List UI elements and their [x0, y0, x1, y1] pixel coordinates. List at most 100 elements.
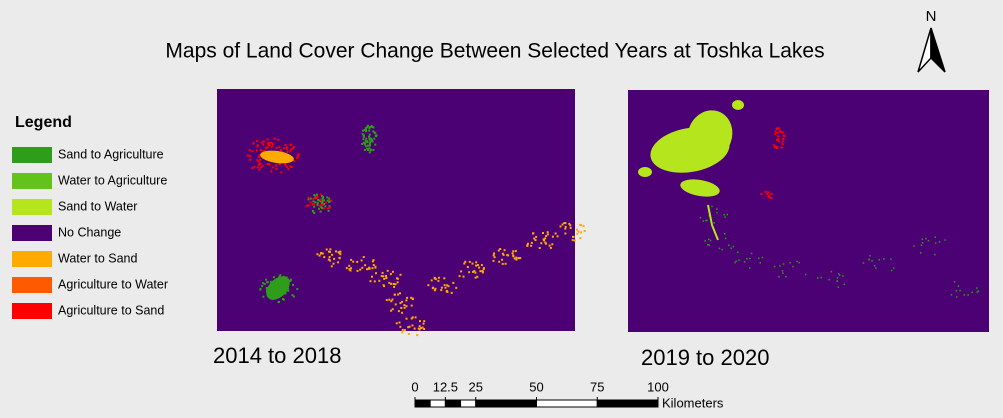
pixel: [368, 266, 371, 269]
pixel: [289, 165, 292, 168]
pixel: [480, 264, 483, 267]
pixel: [405, 305, 408, 308]
scale-label: 75: [590, 379, 604, 394]
pixel: [573, 239, 576, 242]
pixel: [776, 127, 779, 130]
pixel: [313, 194, 316, 197]
pixel: [411, 316, 414, 319]
pixel: [699, 216, 702, 219]
pixel: [781, 270, 784, 272]
pixel: [356, 269, 359, 272]
pixel: [318, 204, 321, 207]
pixel: [328, 206, 331, 209]
pixel: [374, 265, 377, 268]
pixel: [732, 245, 735, 248]
pixel: [318, 207, 320, 210]
legend-swatch: [12, 147, 52, 163]
pixel: [360, 259, 363, 262]
pixel: [359, 268, 362, 271]
pixel: [419, 320, 421, 323]
pixel: [798, 261, 800, 264]
pixel: [397, 310, 400, 313]
pixel: [718, 247, 721, 250]
pixel: [361, 143, 364, 145]
pixel: [367, 144, 369, 147]
pixel: [474, 271, 477, 274]
pixel: [322, 197, 324, 200]
pixel: [266, 281, 269, 284]
pixel: [414, 316, 417, 319]
legend-label: Agriculture to Water: [58, 277, 168, 291]
pixel: [711, 205, 713, 208]
pixel: [370, 140, 373, 143]
pixel: [471, 262, 474, 265]
pixel: [450, 291, 453, 294]
pixel: [779, 265, 781, 267]
pixel: [403, 329, 406, 332]
pixel: [576, 232, 579, 235]
pixel: [276, 295, 279, 298]
pixel: [760, 193, 763, 195]
pixel: [285, 148, 288, 151]
pixel: [327, 207, 330, 210]
pixel: [737, 251, 739, 254]
pixel: [410, 296, 413, 299]
pixel: [413, 327, 416, 330]
pixel: [749, 267, 751, 269]
pixel: [475, 264, 477, 267]
pixel: [430, 279, 433, 282]
pixel: [283, 147, 285, 150]
pixel: [369, 148, 372, 151]
pixel: [543, 239, 545, 242]
pixel: [279, 280, 282, 283]
pixel: [545, 235, 548, 237]
pixel: [305, 204, 308, 207]
pixel: [828, 279, 830, 281]
pixel: [291, 294, 294, 297]
pixel: [350, 267, 353, 270]
pixel: [371, 140, 374, 143]
pixel: [530, 244, 533, 247]
pixel: [512, 255, 515, 258]
pixel: [533, 237, 536, 240]
pixel: [955, 290, 958, 292]
pixel: [273, 137, 276, 140]
pixel: [263, 149, 266, 152]
pixel: [705, 219, 707, 222]
pixel: [282, 280, 285, 283]
pixel: [781, 131, 784, 134]
pixel: [251, 150, 254, 153]
pixel: [372, 259, 375, 262]
pixel: [481, 271, 484, 274]
pixel: [363, 149, 366, 151]
pixel: [269, 290, 272, 293]
pixel: [477, 264, 479, 267]
pixel: [781, 140, 784, 143]
pixel: [324, 205, 327, 208]
pixel: [289, 143, 292, 146]
pixel: [503, 249, 506, 252]
pixel: [249, 155, 252, 158]
pixel: [458, 275, 461, 278]
pixel: [734, 261, 736, 264]
legend-label: No Change: [58, 225, 121, 239]
pixel: [545, 242, 547, 245]
pixel: [482, 267, 485, 270]
pixel: [368, 129, 371, 132]
pixel: [440, 289, 443, 292]
pixel: [883, 258, 885, 260]
pixel: [373, 137, 376, 140]
north-arrow: [917, 27, 946, 73]
pixel: [963, 294, 966, 296]
pixel: [366, 126, 369, 129]
pixel: [367, 149, 370, 152]
pixel: [514, 250, 517, 253]
pixel: [267, 143, 270, 146]
pixel: [256, 140, 259, 143]
pixel: [515, 256, 518, 259]
pixel: [759, 262, 761, 264]
pixel: [270, 285, 273, 288]
pixel: [328, 205, 331, 208]
pixel: [267, 289, 270, 292]
pixel: [492, 259, 495, 262]
